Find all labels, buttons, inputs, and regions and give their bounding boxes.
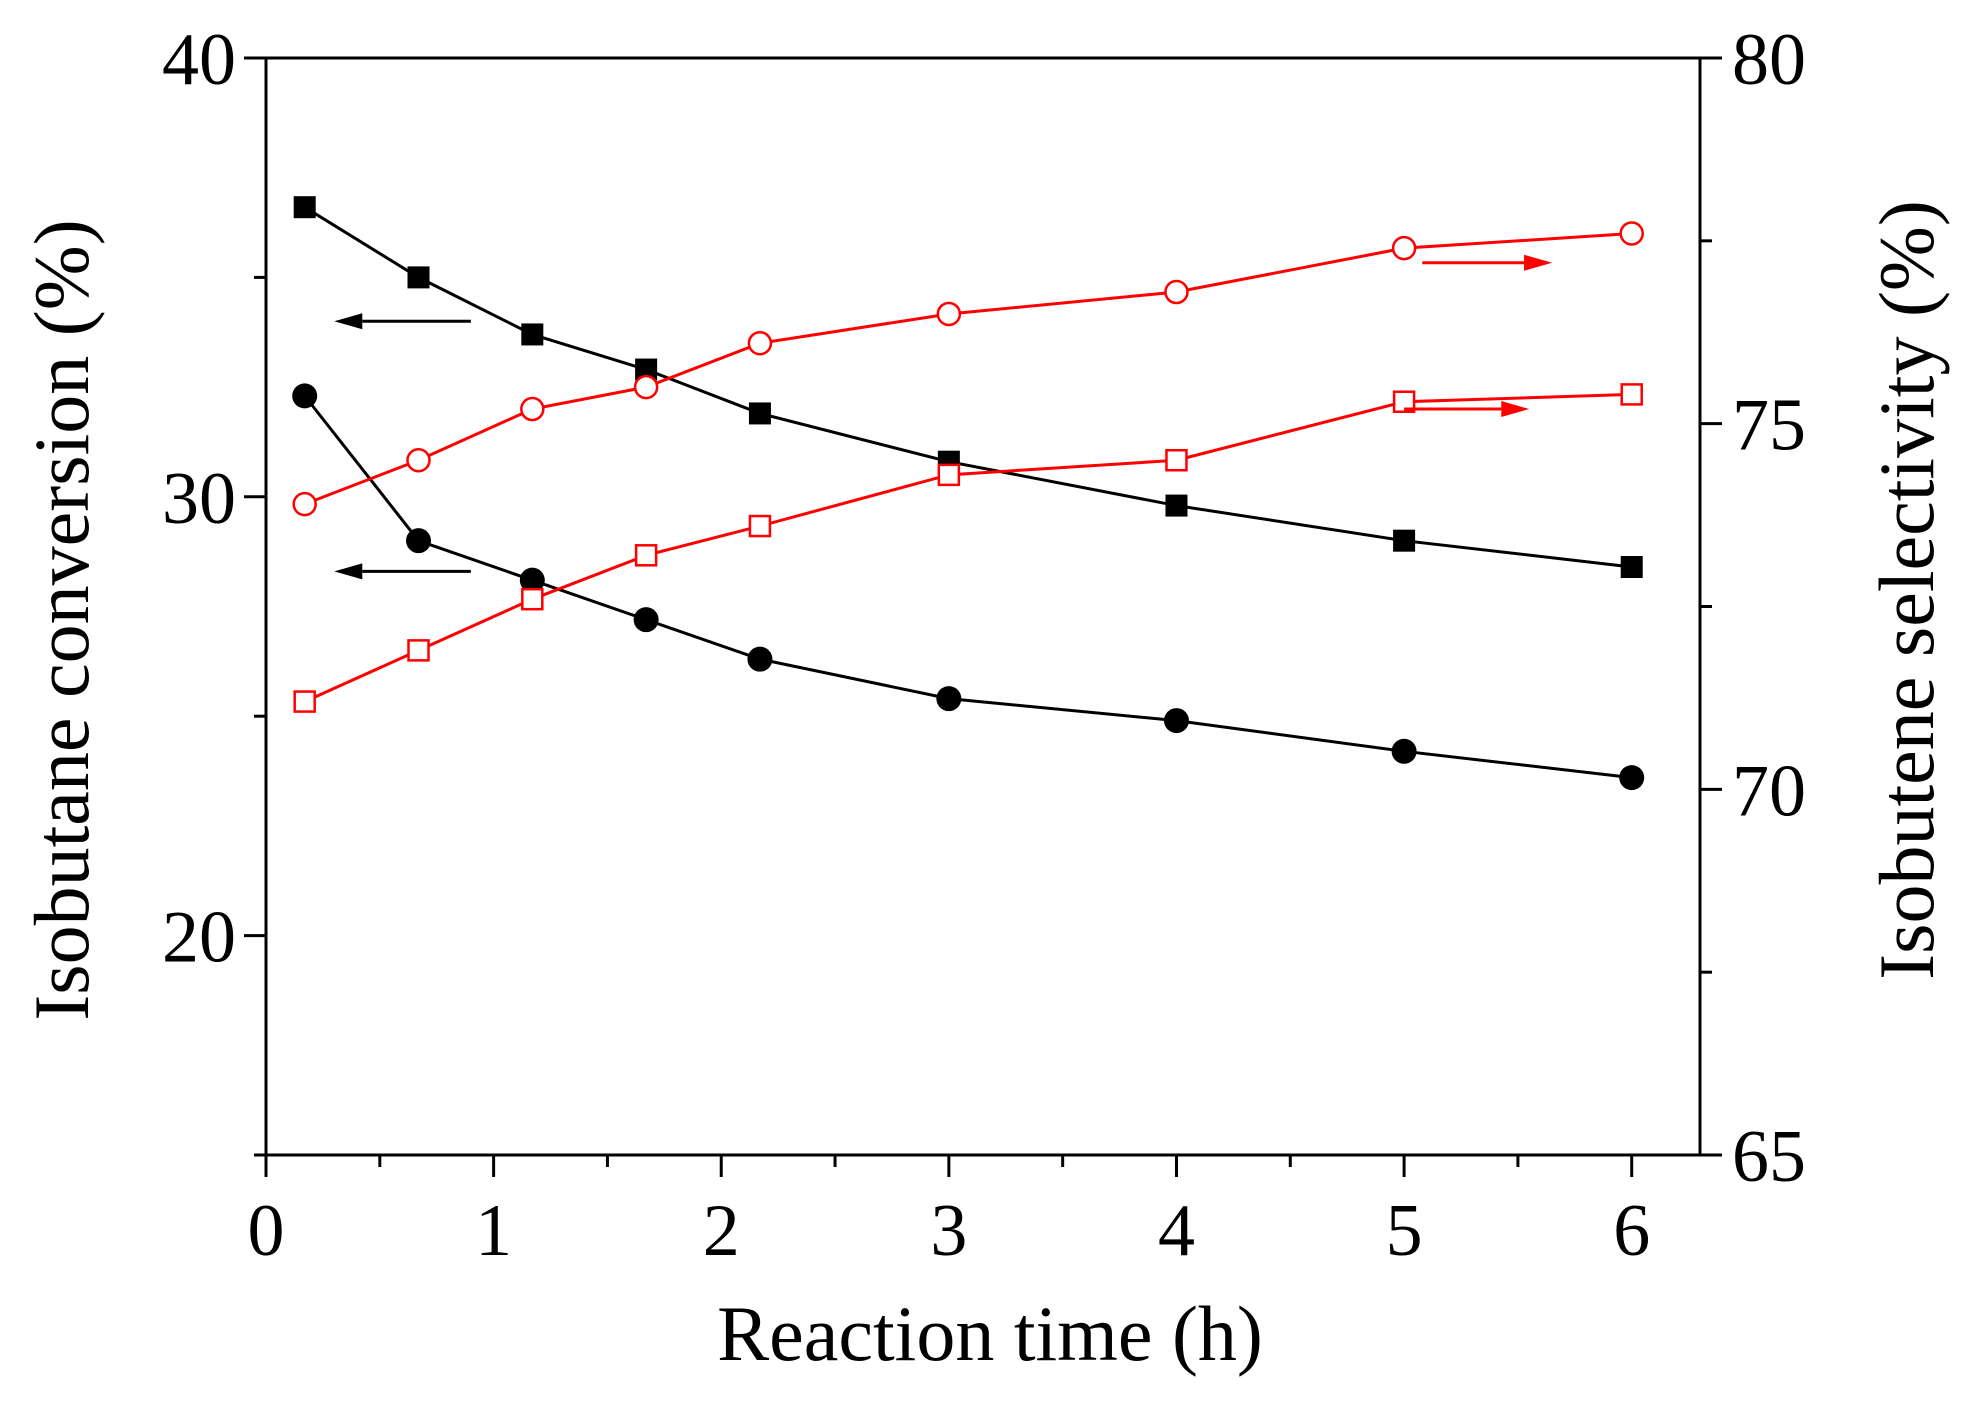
y-left-tick-label-30: 30 bbox=[162, 458, 236, 540]
data-point-selectivity-squares-2 bbox=[521, 587, 544, 611]
annotations-group bbox=[334, 254, 1553, 580]
series-group bbox=[292, 196, 1645, 791]
data-point-conversion-squares-1 bbox=[407, 266, 430, 289]
data-point-selectivity-squares-0 bbox=[293, 690, 316, 713]
data-point-conversion-squares-8 bbox=[1620, 556, 1643, 579]
x-tick-label-6: 6 bbox=[1613, 1190, 1650, 1272]
data-point-conversion-circles-0 bbox=[292, 383, 318, 409]
data-point-conversion-circles-2 bbox=[519, 567, 545, 593]
x-tick-label-4: 4 bbox=[1158, 1190, 1195, 1272]
series-line-conversion-circles bbox=[303, 394, 1632, 780]
data-point-conversion-squares-2 bbox=[521, 323, 544, 346]
data-point-selectivity-squares-4 bbox=[748, 514, 772, 538]
data-point-selectivity-circles-6 bbox=[1164, 279, 1189, 305]
x-tick-label-5: 5 bbox=[1386, 1190, 1423, 1272]
series-line-selectivity-squares bbox=[304, 392, 1632, 703]
data-point-conversion-circles-3 bbox=[633, 607, 659, 633]
data-point-conversion-squares-3 bbox=[635, 358, 658, 381]
y-left-tick-label-40: 40 bbox=[162, 19, 236, 101]
data-point-selectivity-circles-7 bbox=[1391, 235, 1417, 261]
data-point-selectivity-circles-2 bbox=[520, 396, 545, 422]
x-tick-label-1: 1 bbox=[475, 1190, 512, 1272]
data-point-selectivity-circles-3 bbox=[633, 374, 659, 400]
data-point-selectivity-circles-0 bbox=[292, 491, 317, 517]
y-right-tick-label-65: 65 bbox=[1732, 1116, 1806, 1198]
y-axis-right-title: Isobutene selectivity (%) bbox=[1863, 200, 1950, 980]
series-line-conversion-squares bbox=[303, 205, 1632, 569]
data-point-selectivity-squares-8 bbox=[1620, 383, 1643, 406]
data-point-selectivity-squares-6 bbox=[1165, 448, 1188, 472]
arrow-squares-left-head bbox=[334, 313, 363, 330]
data-point-selectivity-squares-7 bbox=[1392, 390, 1416, 413]
y-right-tick-label-80: 80 bbox=[1732, 19, 1806, 101]
x-tick-label-2: 2 bbox=[703, 1190, 740, 1272]
y-axis-left-title: Isobutane conversion (%) bbox=[18, 219, 105, 1020]
x-tick-label-0: 0 bbox=[248, 1190, 285, 1272]
data-point-selectivity-circles-8 bbox=[1619, 221, 1644, 246]
series-line-selectivity-circles bbox=[304, 232, 1632, 506]
data-point-selectivity-circles-4 bbox=[747, 330, 773, 356]
data-point-conversion-circles-4 bbox=[747, 646, 773, 672]
data-point-conversion-squares-4 bbox=[748, 402, 771, 425]
data-point-conversion-circles-8 bbox=[1619, 765, 1645, 791]
arrow-circles-right-head bbox=[1524, 254, 1553, 271]
arrow-squares-right-head bbox=[1501, 401, 1530, 418]
y-left-tick-label-20: 20 bbox=[162, 897, 236, 979]
axes: 0 1 2 3 4 5 6 20 30 40 65 70 75 80 bbox=[162, 19, 1806, 1272]
data-point-conversion-squares-6 bbox=[1165, 494, 1188, 517]
data-point-selectivity-circles-1 bbox=[406, 447, 431, 473]
data-point-conversion-circles-5 bbox=[936, 686, 962, 712]
data-point-conversion-circles-1 bbox=[406, 528, 432, 554]
data-point-conversion-squares-0 bbox=[293, 196, 316, 219]
data-point-selectivity-squares-3 bbox=[634, 544, 658, 567]
arrow-circles-left-head bbox=[334, 563, 363, 580]
x-tick-label-3: 3 bbox=[930, 1190, 967, 1272]
data-point-selectivity-squares-1 bbox=[407, 639, 430, 662]
data-point-conversion-circles-6 bbox=[1163, 708, 1189, 734]
data-point-conversion-circles-7 bbox=[1391, 738, 1417, 764]
data-point-selectivity-circles-5 bbox=[936, 301, 962, 327]
data-point-conversion-squares-7 bbox=[1393, 529, 1416, 552]
data-point-selectivity-squares-5 bbox=[937, 463, 961, 487]
y-right-tick-label-75: 75 bbox=[1732, 385, 1806, 467]
y-right-tick-label-70: 70 bbox=[1732, 750, 1806, 832]
x-axis-title: Reaction time (h) bbox=[717, 1290, 1263, 1377]
